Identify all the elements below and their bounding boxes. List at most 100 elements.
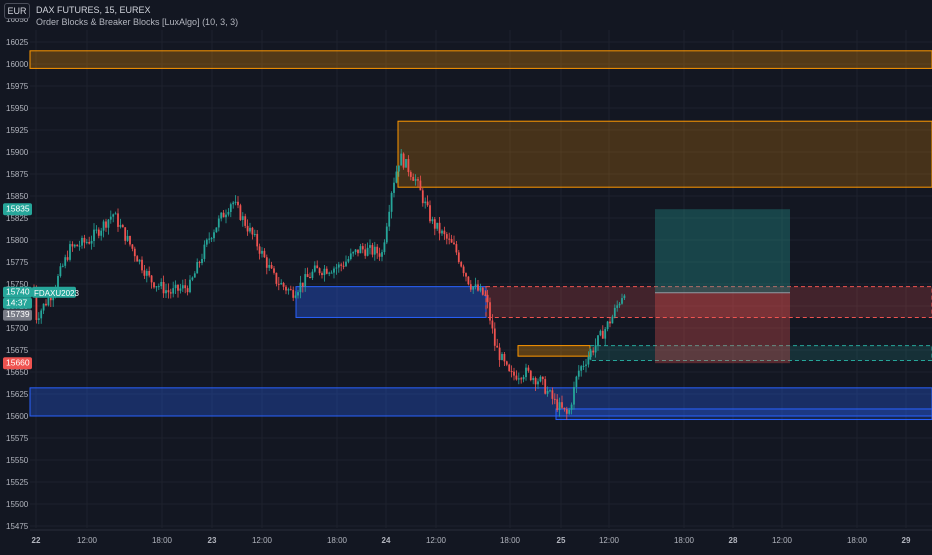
candle-body: [93, 229, 95, 241]
candle-body: [78, 245, 81, 247]
candle-body: [153, 282, 155, 288]
candle-body: [256, 233, 259, 247]
candle-body: [299, 282, 302, 293]
candle-body: [165, 290, 167, 294]
candle-body: [534, 378, 537, 385]
x-tick-label: 12:00: [772, 536, 793, 545]
candle-body: [465, 273, 467, 277]
candle-body: [297, 292, 299, 296]
candle-body: [395, 171, 398, 183]
candle-body: [251, 227, 254, 235]
candle-body: [426, 201, 429, 206]
y-tick-label: 15925: [6, 126, 29, 135]
candle-body: [301, 282, 304, 287]
candle-body: [330, 272, 333, 274]
candle-body: [107, 219, 110, 228]
candle-body: [249, 227, 251, 232]
x-tick-label: 18:00: [500, 536, 521, 545]
candle-body: [510, 371, 513, 373]
candle-body: [268, 264, 271, 268]
candle-body: [162, 281, 165, 294]
candle-body: [597, 335, 599, 345]
candle-body: [369, 245, 371, 248]
candle-body: [167, 290, 170, 293]
candle-body: [405, 159, 407, 168]
candle-body: [232, 202, 235, 205]
candle-body: [623, 295, 626, 299]
candle-body: [390, 192, 393, 212]
candle-body: [138, 259, 141, 262]
candle-body: [481, 287, 484, 295]
candle-body: [73, 244, 76, 247]
candle-body: [222, 212, 225, 218]
bearish-order-block: [397, 120, 932, 188]
candle-body: [292, 289, 295, 298]
candle-body: [196, 262, 199, 274]
candle-body: [114, 213, 117, 215]
candle-body: [81, 237, 83, 246]
candle-body: [69, 244, 71, 260]
candle-body: [558, 402, 561, 410]
candle-body: [97, 229, 100, 236]
candle-body: [402, 153, 405, 168]
candle-body: [150, 275, 153, 283]
candle-body: [570, 404, 573, 410]
candle-body: [88, 242, 91, 244]
candle-body: [275, 272, 278, 284]
candle-body: [229, 204, 232, 212]
price-label-low: 15660: [6, 358, 30, 368]
candle-body: [76, 244, 79, 247]
candle-body: [424, 201, 427, 204]
candle-body: [419, 180, 422, 191]
candle-body: [282, 283, 285, 287]
candle-body: [215, 227, 218, 233]
y-tick-label: 15525: [6, 478, 29, 487]
x-tick-label: 25: [557, 536, 566, 545]
candle-body: [198, 262, 201, 264]
candle-body: [83, 237, 86, 243]
bar-countdown-bg: [3, 297, 32, 309]
candle-body: [585, 364, 587, 366]
chart-legend: EUR DAX FUTURES, 15, EUREX Order Blocks …: [0, 0, 600, 40]
candle-body: [457, 252, 460, 263]
candle-body: [409, 172, 412, 177]
x-tick-label: 12:00: [426, 536, 447, 545]
breaker-block: [589, 345, 932, 362]
candle-body: [594, 344, 597, 353]
candle-body: [191, 277, 194, 280]
candle-body: [105, 221, 107, 228]
candle-body: [577, 370, 580, 377]
candle-body: [460, 262, 463, 267]
indicator-title[interactable]: Order Blocks & Breaker Blocks [LuxAlgo] …: [36, 17, 239, 27]
candle-body: [604, 329, 607, 339]
candle-body: [551, 390, 554, 399]
y-tick-label: 15675: [6, 346, 29, 355]
candle-body: [455, 244, 458, 253]
candle-body: [589, 350, 592, 358]
candle-body: [186, 288, 189, 293]
currency-badge[interactable]: EUR: [4, 3, 30, 19]
candle-body: [316, 265, 319, 269]
candle-body: [529, 370, 532, 381]
candle-body: [246, 225, 249, 232]
candle-body: [575, 376, 578, 388]
candle-body: [609, 321, 611, 324]
candle-body: [333, 268, 335, 273]
candle-body: [621, 298, 623, 304]
y-tick-label: 15800: [6, 236, 29, 245]
bullish-order-block: [555, 408, 932, 421]
candle-body: [49, 297, 52, 301]
candle-body: [289, 289, 292, 291]
candle-body: [352, 251, 355, 254]
candle-body: [503, 354, 506, 362]
candle-body: [563, 407, 566, 410]
candle-body: [59, 266, 62, 277]
bullish-order-block: [29, 387, 932, 417]
candle-body: [467, 276, 470, 285]
last-price-label: 15740: [6, 286, 30, 296]
price-label-high: 15835: [6, 204, 30, 214]
candle-body: [145, 271, 148, 276]
bar-countdown: 14:37: [6, 297, 28, 307]
candle-body: [64, 257, 67, 266]
